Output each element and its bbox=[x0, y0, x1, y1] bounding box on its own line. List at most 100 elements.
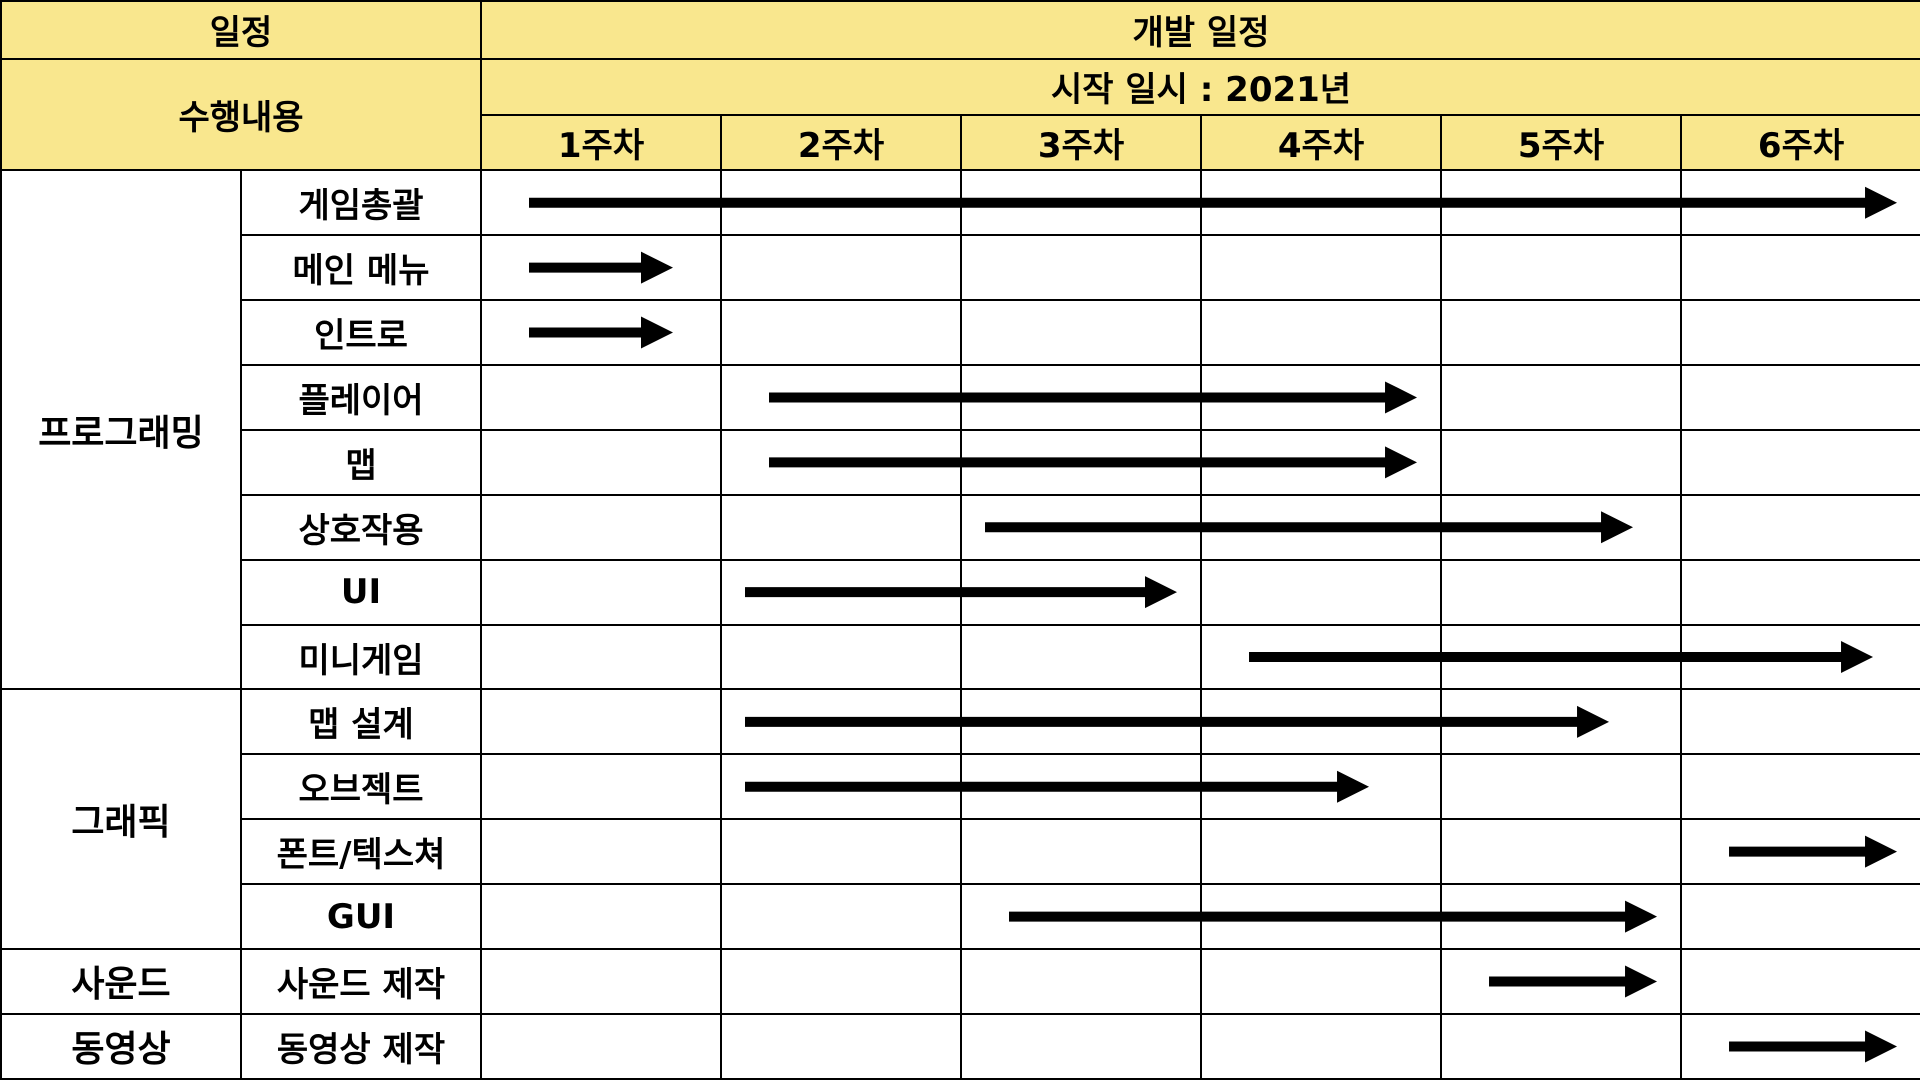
week-cell bbox=[960, 818, 1202, 886]
week-cell bbox=[480, 688, 722, 756]
week-cell bbox=[480, 234, 722, 302]
category-video: 동영상 bbox=[0, 1012, 242, 1080]
week-cell bbox=[480, 299, 722, 366]
task-label: 상호작용 bbox=[240, 493, 482, 561]
week-cell bbox=[960, 493, 1202, 561]
week-cell bbox=[1679, 169, 1920, 237]
week-cell bbox=[1200, 299, 1442, 366]
week-cell bbox=[720, 883, 962, 951]
task-label: UI bbox=[240, 558, 482, 626]
task-label: 미니게임 bbox=[240, 623, 482, 691]
week-cell bbox=[480, 169, 722, 237]
week-cell bbox=[1679, 688, 1920, 756]
week-cell bbox=[1679, 753, 1920, 821]
week-cell bbox=[1440, 883, 1682, 951]
week-cell bbox=[720, 818, 962, 886]
week-cell bbox=[480, 428, 722, 496]
week-cell bbox=[480, 753, 722, 821]
week-cell bbox=[720, 364, 962, 431]
week-cell bbox=[1200, 558, 1442, 626]
week-cell bbox=[1200, 169, 1442, 237]
week-cell bbox=[1440, 688, 1682, 756]
task-label: 게임총괄 bbox=[240, 169, 482, 237]
week-cell bbox=[1200, 688, 1442, 756]
week-cell bbox=[1200, 428, 1442, 496]
task-label: 메인 메뉴 bbox=[240, 234, 482, 302]
dev-schedule-header: 개발 일정 bbox=[479, 0, 1920, 60]
week-cell bbox=[720, 493, 962, 561]
start-date-header: 시작 일시 : 2021년 bbox=[479, 57, 1920, 116]
week-cell bbox=[1200, 1012, 1442, 1080]
week-cell bbox=[720, 169, 962, 237]
week-cell bbox=[1440, 364, 1682, 431]
week-header-6: 6주차 bbox=[1679, 113, 1920, 172]
category-programming: 프로그래밍 bbox=[0, 169, 242, 691]
week-cell bbox=[960, 883, 1202, 951]
week-cell bbox=[720, 688, 962, 756]
week-cell bbox=[1200, 234, 1442, 302]
week-cell bbox=[480, 948, 722, 1015]
week-header-2: 2주차 bbox=[720, 113, 962, 172]
week-cell bbox=[1440, 818, 1682, 886]
week-header-5: 5주차 bbox=[1440, 113, 1682, 172]
week-cell bbox=[1679, 1012, 1920, 1080]
week-cell bbox=[960, 688, 1202, 756]
week-cell bbox=[1200, 883, 1442, 951]
week-cell bbox=[720, 558, 962, 626]
week-cell bbox=[1440, 428, 1682, 496]
week-cell bbox=[480, 493, 722, 561]
week-cell bbox=[960, 169, 1202, 237]
week-cell bbox=[480, 558, 722, 626]
week-cell bbox=[1440, 299, 1682, 366]
week-cell bbox=[1440, 493, 1682, 561]
week-cell bbox=[1679, 428, 1920, 496]
week-cell bbox=[720, 623, 962, 691]
week-cell bbox=[1679, 558, 1920, 626]
week-cell bbox=[720, 428, 962, 496]
week-cell bbox=[720, 948, 962, 1015]
week-cell bbox=[1679, 948, 1920, 1015]
week-cell bbox=[960, 428, 1202, 496]
week-cell bbox=[1200, 623, 1442, 691]
week-cell bbox=[480, 818, 722, 886]
category-graphics: 그래픽 bbox=[0, 688, 242, 951]
week-cell bbox=[1440, 623, 1682, 691]
week-cell bbox=[480, 364, 722, 431]
week-cell bbox=[960, 234, 1202, 302]
task-label: 맵 bbox=[240, 428, 482, 496]
week-cell bbox=[720, 1012, 962, 1080]
schedule-header: 일정 bbox=[0, 0, 482, 60]
week-cell bbox=[1440, 1012, 1682, 1080]
week-cell bbox=[960, 753, 1202, 821]
week-cell bbox=[1679, 234, 1920, 302]
week-cell bbox=[960, 948, 1202, 1015]
task-label: 맵 설계 bbox=[240, 688, 482, 756]
tasks-header: 수행내용 bbox=[0, 57, 482, 172]
week-cell bbox=[960, 299, 1202, 366]
task-label: 플레이어 bbox=[240, 364, 482, 431]
week-cell bbox=[1679, 818, 1920, 886]
week-cell bbox=[1200, 753, 1442, 821]
week-cell bbox=[960, 558, 1202, 626]
task-label: 오브젝트 bbox=[240, 753, 482, 821]
week-cell bbox=[1440, 753, 1682, 821]
week-cell bbox=[1200, 818, 1442, 886]
week-cell bbox=[960, 364, 1202, 431]
category-sound: 사운드 bbox=[0, 948, 242, 1015]
week-cell bbox=[1679, 364, 1920, 431]
week-header-4: 4주차 bbox=[1200, 113, 1442, 172]
week-cell bbox=[1679, 883, 1920, 951]
week-cell bbox=[1200, 364, 1442, 431]
week-cell bbox=[960, 1012, 1202, 1080]
week-cell bbox=[1440, 234, 1682, 302]
week-cell bbox=[1679, 623, 1920, 691]
week-cell bbox=[960, 623, 1202, 691]
week-cell bbox=[480, 1012, 722, 1080]
week-cell bbox=[720, 753, 962, 821]
week-cell bbox=[480, 883, 722, 951]
week-cell bbox=[1440, 948, 1682, 1015]
week-cell bbox=[1200, 948, 1442, 1015]
task-label: GUI bbox=[240, 883, 482, 951]
week-cell bbox=[1440, 169, 1682, 237]
